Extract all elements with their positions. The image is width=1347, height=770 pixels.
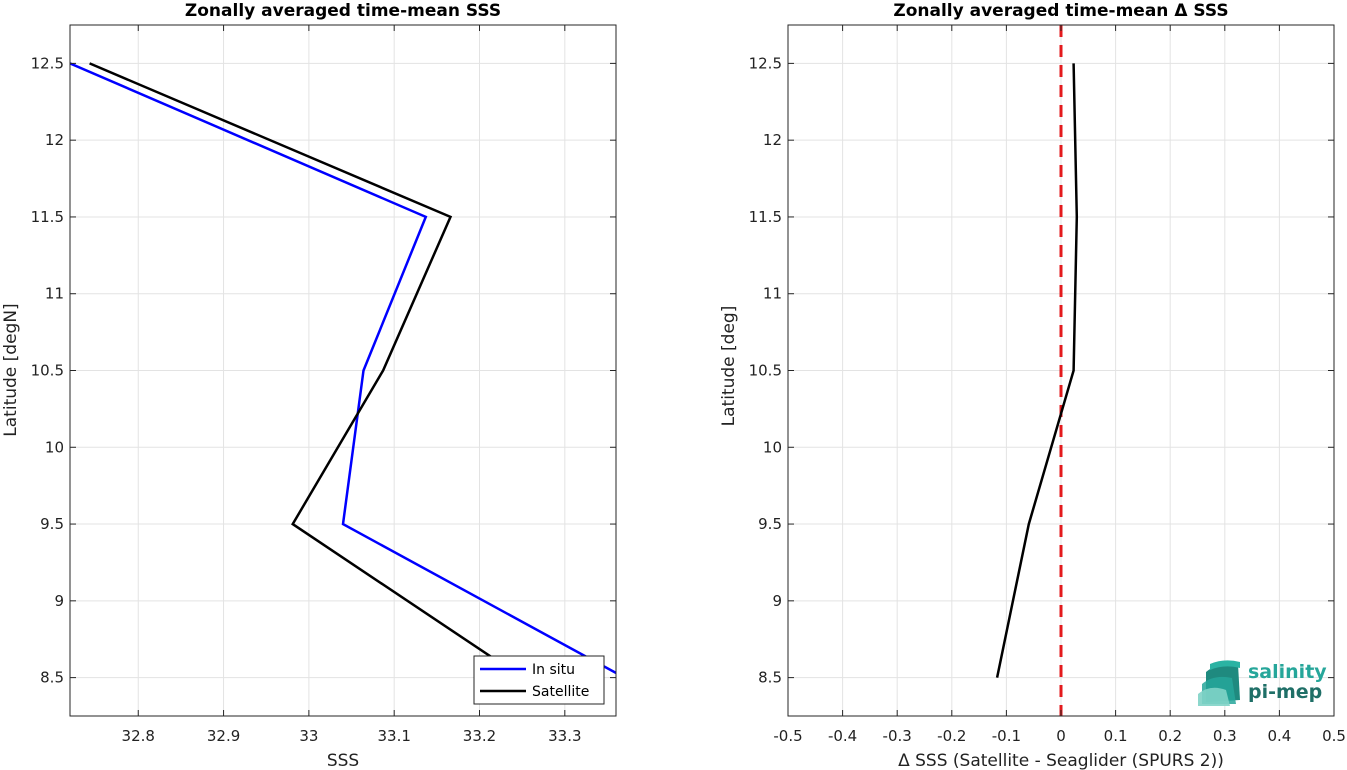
delta-xtick-label: -0.5 xyxy=(773,727,802,745)
delta-lines xyxy=(995,25,1079,716)
delta-xtick-label: -0.3 xyxy=(883,727,912,745)
delta-xlabel: Δ SSS (Satellite - Seaglider (SPURS 2)) xyxy=(898,751,1224,770)
sss-series-line-in-situ xyxy=(70,62,616,675)
sss-xtick-label: 33.1 xyxy=(377,727,410,745)
sss-title: Zonally averaged time-mean SSS xyxy=(185,1,501,21)
delta-ytick-label: 9.5 xyxy=(758,515,782,533)
delta-xtick-label: -0.4 xyxy=(828,727,857,745)
sss-lines xyxy=(70,62,616,679)
sss-ytick-label: 12.5 xyxy=(31,54,64,72)
sss-ytick-label: 9.5 xyxy=(40,515,64,533)
delta-series-line-series-0 xyxy=(995,63,1079,678)
sss-ticks: 32.8 32.9 33 33.1 33.2 33.3 8.5 9 9.5 10 10.5 11 11.… xyxy=(31,25,616,745)
sss-ytick-label: 9 xyxy=(54,592,64,610)
logo-pimep-text: pi-mep xyxy=(1248,681,1322,703)
sss-panel: 32.8 32.9 33 33.1 33.2 33.3 8.5 9 9.5 10 10.5 11 11.… xyxy=(1,1,617,770)
delta-xtick-label: 0 xyxy=(1056,727,1066,745)
sss-ytick-label: 8.5 xyxy=(40,669,64,687)
delta-ytick-label: 11 xyxy=(763,285,782,303)
delta-ytick-label: 11.5 xyxy=(749,208,782,226)
legend-label-in-situ: In situ xyxy=(532,662,575,678)
sss-ytick-label: 11 xyxy=(45,285,64,303)
delta-ytick-label: 12 xyxy=(763,131,782,149)
sss-xtick-label: 32.9 xyxy=(207,727,240,745)
delta-xtick-label: -0.1 xyxy=(992,727,1021,745)
delta-ytick-label: 12.5 xyxy=(749,54,782,72)
logo-salinity-text: salinity xyxy=(1248,661,1327,683)
legend: In situ Satellite xyxy=(473,655,605,705)
delta-ytick-label: 10 xyxy=(763,438,782,456)
sss-ytick-label: 10.5 xyxy=(31,362,64,380)
delta-ytick-label: 9 xyxy=(772,592,782,610)
sss-xtick-label: 33.2 xyxy=(463,727,496,745)
delta-xtick-label: 0.3 xyxy=(1213,727,1237,745)
delta-xtick-label: 0.2 xyxy=(1158,727,1182,745)
delta-xtick-label: 0.5 xyxy=(1322,727,1346,745)
sss-xlabel: SSS xyxy=(327,751,359,770)
delta-xtick-label: 0.1 xyxy=(1104,727,1128,745)
sss-xtick-label: 33 xyxy=(299,727,318,745)
delta-ytick-label: 10.5 xyxy=(749,362,782,380)
sss-ytick-label: 10 xyxy=(45,438,64,456)
delta-title: Zonally averaged time-mean Δ SSS xyxy=(893,1,1228,21)
sss-xtick-label: 32.8 xyxy=(122,727,155,745)
delta-xtick-label: 0.4 xyxy=(1267,727,1291,745)
sss-grid xyxy=(70,25,616,716)
sss-ytick-label: 11.5 xyxy=(31,208,64,226)
sss-ylabel: Latitude [degN] xyxy=(1,303,21,436)
wave-logo-icon xyxy=(1198,660,1240,706)
delta-xtick-label: -0.2 xyxy=(937,727,966,745)
delta-ticks: -0.5 -0.4 -0.3 -0.2 -0.1 0 0.1 0.2 0.3 0.4 0.5 8.5 9… xyxy=(749,25,1346,745)
delta-ytick-label: 8.5 xyxy=(758,669,782,687)
sss-xtick-label: 33.3 xyxy=(548,727,581,745)
sss-series-line-satellite xyxy=(89,62,523,679)
legend-label-satellite: Satellite xyxy=(532,684,589,700)
sss-ytick-label: 12 xyxy=(45,131,64,149)
salinity-pi-mep-logo: salinity pi-mep xyxy=(1198,660,1327,706)
delta-sss-panel: -0.5 -0.4 -0.3 -0.2 -0.1 0 0.1 0.2 0.3 0.4 0.5 8.5 9… xyxy=(719,1,1346,770)
delta-ylabel: Latitude [deg] xyxy=(719,306,739,427)
legend-box xyxy=(473,655,605,705)
